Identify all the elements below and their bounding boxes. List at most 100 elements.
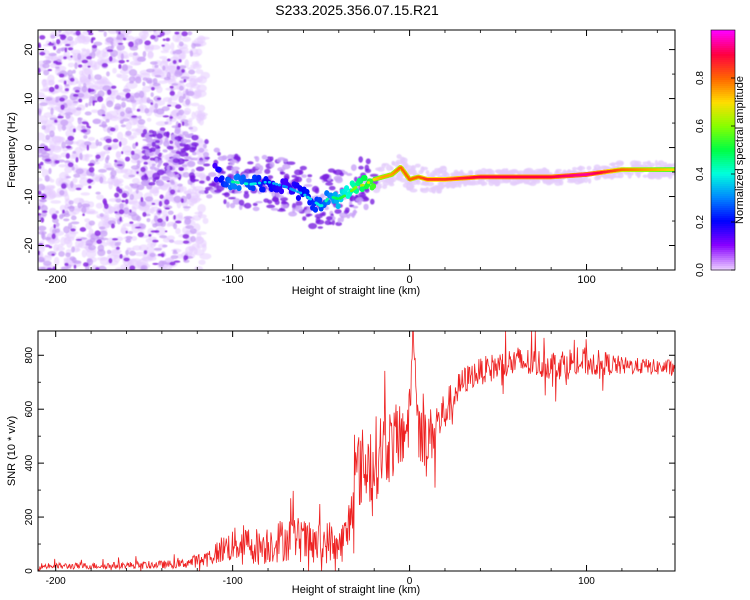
noise-haze-blob	[138, 244, 149, 252]
noise-peak	[182, 240, 190, 244]
noise-peak	[159, 127, 166, 132]
noise-blob	[99, 213, 104, 217]
noise-blob	[132, 142, 137, 150]
noise-haze-blob	[190, 197, 203, 201]
noise-blob	[149, 252, 156, 258]
ridge-band-blob	[299, 165, 307, 171]
ridge-band-blob	[642, 174, 648, 178]
ridge-band-blob	[267, 199, 273, 204]
ridge-band-blob	[522, 169, 530, 177]
noise-peak	[94, 230, 101, 237]
ridge-band-blob	[542, 179, 548, 185]
noise-blob	[119, 203, 124, 210]
ridge-peak	[320, 204, 324, 207]
colorbar-step	[711, 104, 735, 107]
colorbar-step	[711, 72, 735, 75]
noise-blob	[61, 141, 66, 149]
ridge-peak	[335, 197, 339, 200]
noise-blob	[183, 156, 192, 160]
ridge-band-blob	[523, 179, 530, 185]
noise-peak	[38, 205, 41, 211]
ridge-band-blob	[266, 204, 276, 209]
noise-blob	[71, 246, 75, 253]
noise-blob	[110, 41, 114, 46]
ridge-band-blob	[308, 222, 318, 230]
colorbar-step	[711, 108, 735, 111]
noise-blob	[152, 82, 161, 87]
ridge-band-blob	[325, 216, 333, 221]
noise-peak	[86, 55, 92, 60]
noise-peak	[81, 121, 89, 125]
ridge-band-blob	[151, 141, 156, 148]
ridge-outer	[304, 188, 310, 195]
noise-blob	[55, 66, 60, 69]
noise-blob	[55, 222, 60, 227]
ridge-peak	[267, 180, 272, 184]
noise-haze-blob	[183, 190, 189, 194]
noise-blob	[180, 76, 190, 80]
noise-peak	[54, 84, 60, 90]
noise-haze-blob	[199, 253, 212, 260]
ridge-band-blob	[661, 170, 665, 178]
noise-peak	[140, 166, 146, 173]
noise-haze-blob	[84, 154, 93, 158]
noise-peak	[54, 159, 60, 164]
noise-blob	[40, 204, 48, 212]
noise-blob	[98, 226, 106, 230]
snr-series-line	[38, 331, 675, 571]
noise-peak	[88, 32, 94, 36]
noise-blob	[48, 167, 52, 175]
noise-peak	[48, 41, 52, 45]
ridge-band-blob	[152, 130, 157, 138]
ridge-band-blob	[406, 169, 414, 175]
ridge-band-blob	[277, 167, 286, 172]
noise-haze-blob	[155, 121, 168, 126]
noise-haze-blob	[187, 188, 194, 195]
ridge-band-blob	[271, 191, 277, 198]
noise-blob	[183, 216, 193, 219]
noise-peak	[44, 158, 52, 162]
noise-blob	[174, 49, 183, 55]
noise-peak	[175, 220, 182, 224]
y-tick-label: 0	[24, 568, 35, 574]
noise-peak	[56, 38, 61, 45]
colorbar-axis: 0.0 0.2 0.4 0.6 0.8	[695, 71, 735, 277]
noise-peak	[74, 89, 80, 93]
noise-haze-blob	[159, 55, 168, 60]
colorbar-step	[711, 78, 735, 81]
colorbar-step	[711, 114, 735, 117]
colorbar-step	[711, 188, 735, 191]
colorbar-step	[711, 54, 735, 57]
noise-peak	[79, 227, 87, 232]
ridge-band-blob	[197, 160, 206, 165]
noise-peak	[118, 188, 123, 194]
noise-blob	[97, 141, 103, 147]
noise-peak	[125, 230, 128, 234]
noise-haze-blob	[83, 67, 93, 76]
noise-blob	[132, 52, 138, 56]
ridge-band-blob	[281, 201, 288, 205]
colorbar-step	[711, 136, 735, 139]
colorbar-step	[711, 70, 735, 73]
colorbar-step	[711, 262, 735, 265]
colorbar-step	[711, 60, 735, 63]
noise-blob	[141, 266, 146, 270]
colorbar-step	[711, 132, 735, 135]
noise-haze-blob	[115, 151, 122, 158]
noise-peak	[185, 255, 189, 260]
noise-blob	[142, 50, 147, 58]
colorbar-step	[711, 260, 735, 263]
ridge-outer	[370, 183, 377, 190]
ridge-band-blob	[171, 133, 175, 141]
noise-blob	[77, 202, 83, 209]
ridge-peak	[366, 181, 371, 184]
ridge-band-blob	[206, 194, 213, 199]
colorbar-step	[711, 96, 735, 99]
noise-peak	[134, 226, 142, 229]
ridge-band-blob	[541, 167, 548, 174]
ridge-band-blob	[174, 129, 181, 135]
noise-peak	[114, 211, 118, 214]
ridge-band-blob	[615, 160, 624, 167]
ridge-peak	[298, 191, 303, 195]
